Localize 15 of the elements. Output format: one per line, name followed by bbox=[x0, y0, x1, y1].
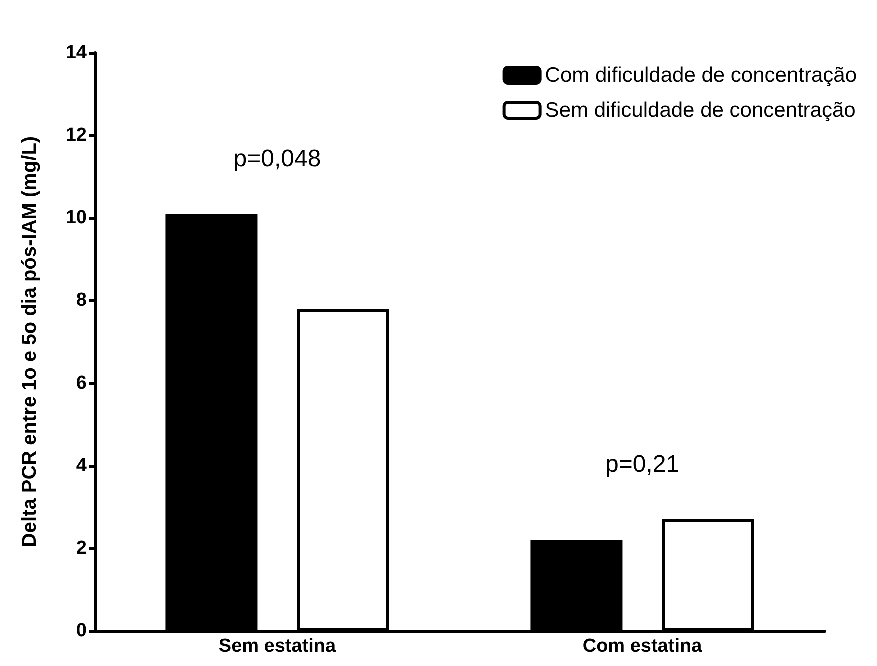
y-tick-label: 2 bbox=[76, 538, 87, 559]
annotation: p=0,048 bbox=[234, 146, 322, 173]
x-tick-label: Com estatina bbox=[582, 636, 703, 657]
annotation: p=0,21 bbox=[605, 451, 680, 478]
y-tick-label: 4 bbox=[76, 455, 88, 476]
x-tick-label: Sem estatina bbox=[218, 636, 337, 657]
legend-label: Sem dificuldade de concentração bbox=[545, 99, 856, 122]
y-tick-label: 6 bbox=[76, 372, 87, 394]
y-tick-label: 10 bbox=[66, 208, 87, 229]
y-axis-title: Delta PCR entre 1o e 5o dia pós-IAM (mg/L) bbox=[19, 136, 41, 548]
y-tick-label: 14 bbox=[66, 42, 88, 64]
y-tick-label: 0 bbox=[76, 620, 87, 642]
y-tick-label: 8 bbox=[76, 290, 87, 312]
y-tick-label: 12 bbox=[66, 125, 87, 146]
legend-label: Com dificuldade de concentração bbox=[545, 64, 858, 87]
